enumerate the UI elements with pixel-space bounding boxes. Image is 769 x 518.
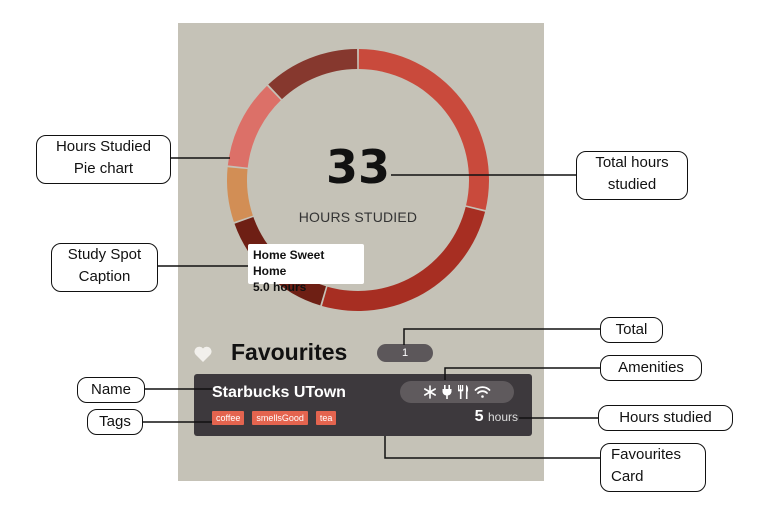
amenities-bar (400, 381, 514, 403)
tag[interactable]: tea (315, 411, 337, 425)
callout-tags: Tags (87, 409, 143, 435)
tag-list: coffee smellsGood tea (212, 411, 337, 425)
callout-name: Name (77, 377, 145, 403)
utensils-icon (457, 385, 470, 399)
callout-favourites-card: Favourites Card (600, 443, 706, 492)
callout-total: Total (600, 317, 663, 343)
caption-hours: 5.0 hours (253, 280, 307, 294)
callout-hours-pie: Hours Studied Pie chart (36, 135, 171, 184)
callout-caption: Study Spot Caption (51, 243, 158, 292)
callout-amenities: Amenities (600, 355, 702, 381)
spot-hours-unit: hours (487, 410, 518, 424)
total-hours-value: 33 (325, 140, 390, 194)
total-hours-label: HOURS STUDIED (298, 209, 418, 225)
study-spot-caption: Home Sweet Home 5.0 hours (248, 244, 364, 294)
callout-total-hours: Total hours studied (576, 151, 688, 200)
wifi-icon (474, 385, 491, 399)
snowflake-icon (423, 385, 437, 399)
favourites-count-badge: 1 (377, 344, 433, 362)
plug-icon (441, 385, 453, 399)
favourites-card[interactable]: Starbucks UTown cof (194, 374, 532, 436)
callout-hours-studied: Hours studied (598, 405, 733, 431)
pie-slice[interactable] (358, 49, 490, 210)
pie-slice[interactable] (321, 206, 486, 312)
tag[interactable]: coffee (212, 411, 245, 425)
spot-hours: 5 hours (475, 408, 518, 426)
spot-hours-value: 5 (474, 408, 484, 425)
pie-slice[interactable] (227, 167, 253, 222)
favourites-title: Favourites (231, 339, 348, 365)
heart-icon[interactable] (193, 345, 213, 363)
caption-name: Home Sweet Home (253, 248, 325, 278)
tag[interactable]: smellsGood (252, 411, 308, 425)
spot-name: Starbucks UTown (212, 384, 346, 401)
pie-slice[interactable] (268, 49, 358, 100)
pie-slice[interactable] (227, 85, 281, 168)
